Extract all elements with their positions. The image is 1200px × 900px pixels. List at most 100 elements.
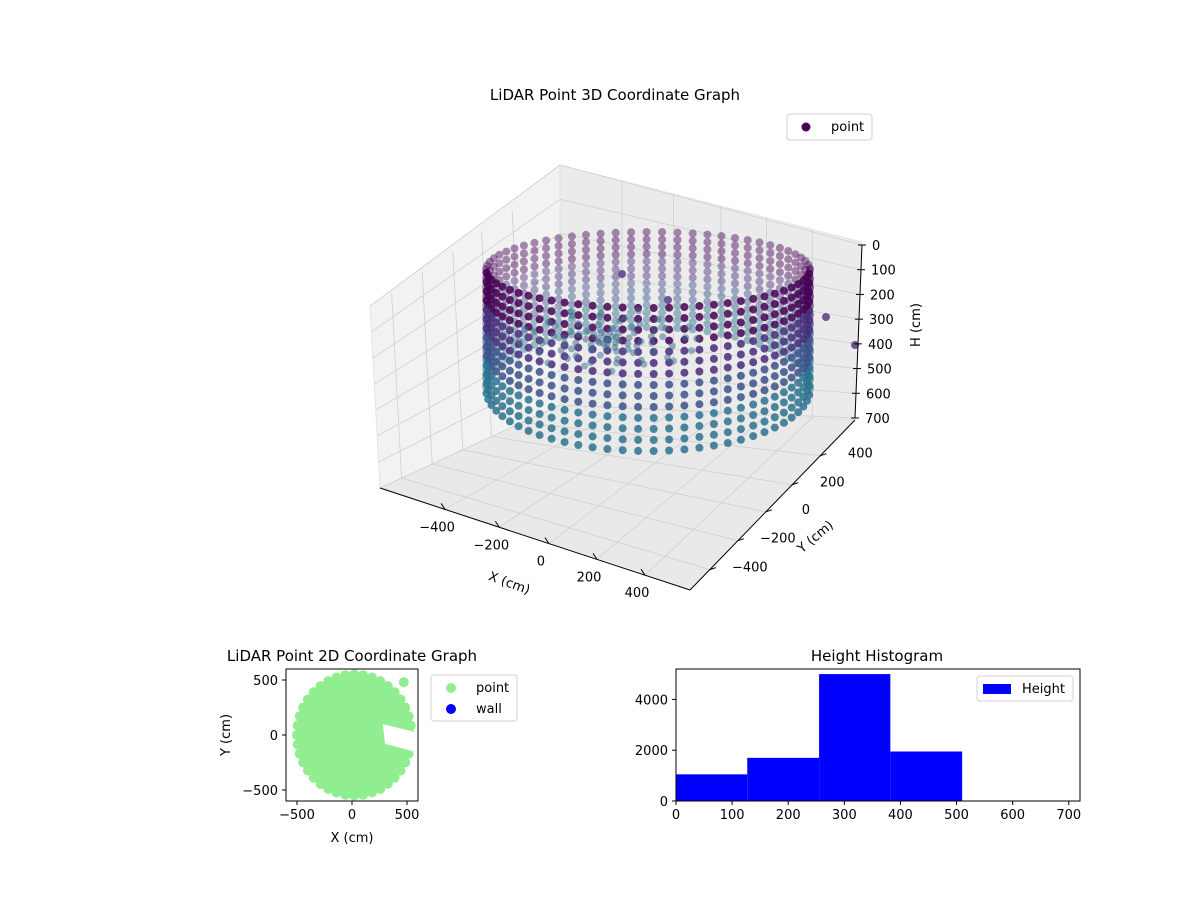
- point-3d: [483, 261, 492, 270]
- point-3d: [581, 362, 589, 370]
- point-3d: [673, 258, 682, 266]
- point-3d: [510, 244, 519, 253]
- point-3d: [766, 264, 775, 273]
- point-3d: [618, 369, 627, 378]
- y-tick-label-hist: 2000: [635, 744, 668, 759]
- point-3d: [613, 347, 621, 355]
- point-3d: [530, 285, 539, 294]
- point-3d: [547, 349, 556, 358]
- point-3d: [561, 339, 569, 347]
- point-3d: [542, 259, 551, 268]
- chart-2d: LiDAR Point 2D Coordinate Graph −500 0 500…: [219, 647, 518, 846]
- point-3d: [594, 337, 602, 345]
- point-3d: [498, 342, 507, 351]
- point-3d: [547, 413, 556, 422]
- point-3d: [618, 424, 627, 433]
- point-3d: [743, 259, 752, 268]
- point-3d: [542, 236, 551, 245]
- point-3d: [487, 401, 496, 409]
- point-3d: [787, 323, 796, 332]
- point-2d: [308, 687, 319, 698]
- point-3d: [636, 320, 644, 328]
- point-3d: [482, 380, 491, 388]
- point-3d: [485, 257, 494, 266]
- point-3d: [703, 245, 712, 254]
- point-3d: [703, 319, 712, 328]
- point-3d: [567, 285, 576, 294]
- point-3d: [760, 323, 769, 332]
- point-3d: [524, 364, 533, 373]
- histogram-bar: [747, 757, 820, 801]
- point-3d: [492, 406, 501, 415]
- point-3d: [688, 303, 697, 312]
- point-3d: [482, 370, 491, 379]
- point-3d: [749, 347, 758, 356]
- point-3d: [567, 240, 576, 248]
- legend-2d: point wall: [430, 674, 518, 722]
- point-3d: [670, 357, 677, 365]
- point-3d: [505, 346, 514, 355]
- point-3d: [709, 354, 718, 363]
- point-3d: [535, 294, 544, 303]
- point-3d: [603, 357, 612, 366]
- x-tick-3d: [494, 520, 500, 528]
- z-tick-label-3d: 300: [869, 313, 894, 328]
- point-3d: [510, 252, 519, 261]
- point-3d: [680, 401, 689, 410]
- point-3d: [524, 374, 533, 383]
- point-3d: [760, 302, 769, 311]
- point-3d: [587, 359, 595, 366]
- point-3d: [791, 267, 800, 275]
- point-3d: [505, 366, 514, 375]
- point-3d: [688, 236, 697, 245]
- point-2d: [405, 720, 416, 731]
- point-3d: [560, 427, 569, 436]
- point-3d: [731, 256, 739, 265]
- point-3d: [749, 379, 758, 388]
- point-3d: [743, 266, 752, 275]
- x-tick-label-3d: 400: [625, 586, 650, 601]
- point-3d: [642, 257, 651, 266]
- point-3d: [535, 389, 544, 397]
- point-3d: [627, 228, 636, 237]
- point-3d: [519, 281, 528, 290]
- point-3d: [574, 408, 583, 417]
- legend-2d-label-wall: wall: [476, 702, 502, 717]
- point-3d: [618, 347, 627, 356]
- point-3d: [599, 340, 607, 347]
- grid-line-z: [559, 164, 863, 246]
- point-2d: [331, 787, 342, 798]
- point-3d: [554, 287, 563, 296]
- point-3d: [574, 419, 583, 428]
- point-3d: [514, 360, 523, 369]
- point-3d: [596, 259, 605, 268]
- point-3d: [582, 245, 590, 254]
- point-3d: [554, 280, 563, 288]
- point-3d: [505, 417, 514, 426]
- point-3d: [685, 323, 693, 331]
- point-3d: [514, 412, 523, 420]
- point-3d: [703, 282, 712, 291]
- point-3d: [482, 361, 491, 370]
- point-3d: [787, 383, 796, 392]
- point-3d: [554, 295, 563, 304]
- point-3d: [688, 318, 697, 326]
- point-3d: [596, 229, 605, 238]
- point-3d: [524, 406, 533, 415]
- point-3d: [659, 333, 667, 341]
- point-3d: [673, 280, 682, 288]
- legend-histogram-label: Height: [1022, 682, 1065, 697]
- point-3d: [535, 367, 544, 376]
- point-3d: [618, 270, 626, 278]
- point-3d: [749, 305, 758, 314]
- point-2d: [323, 783, 334, 794]
- point-3d: [505, 397, 514, 406]
- point-3d: [519, 273, 528, 282]
- point-3d: [760, 417, 769, 426]
- point-2d: [292, 720, 303, 731]
- grid-line-y-wall: [452, 251, 464, 450]
- point-3d: [582, 312, 590, 321]
- point-3d: [482, 277, 491, 286]
- z-tick-label-3d: 500: [867, 363, 892, 378]
